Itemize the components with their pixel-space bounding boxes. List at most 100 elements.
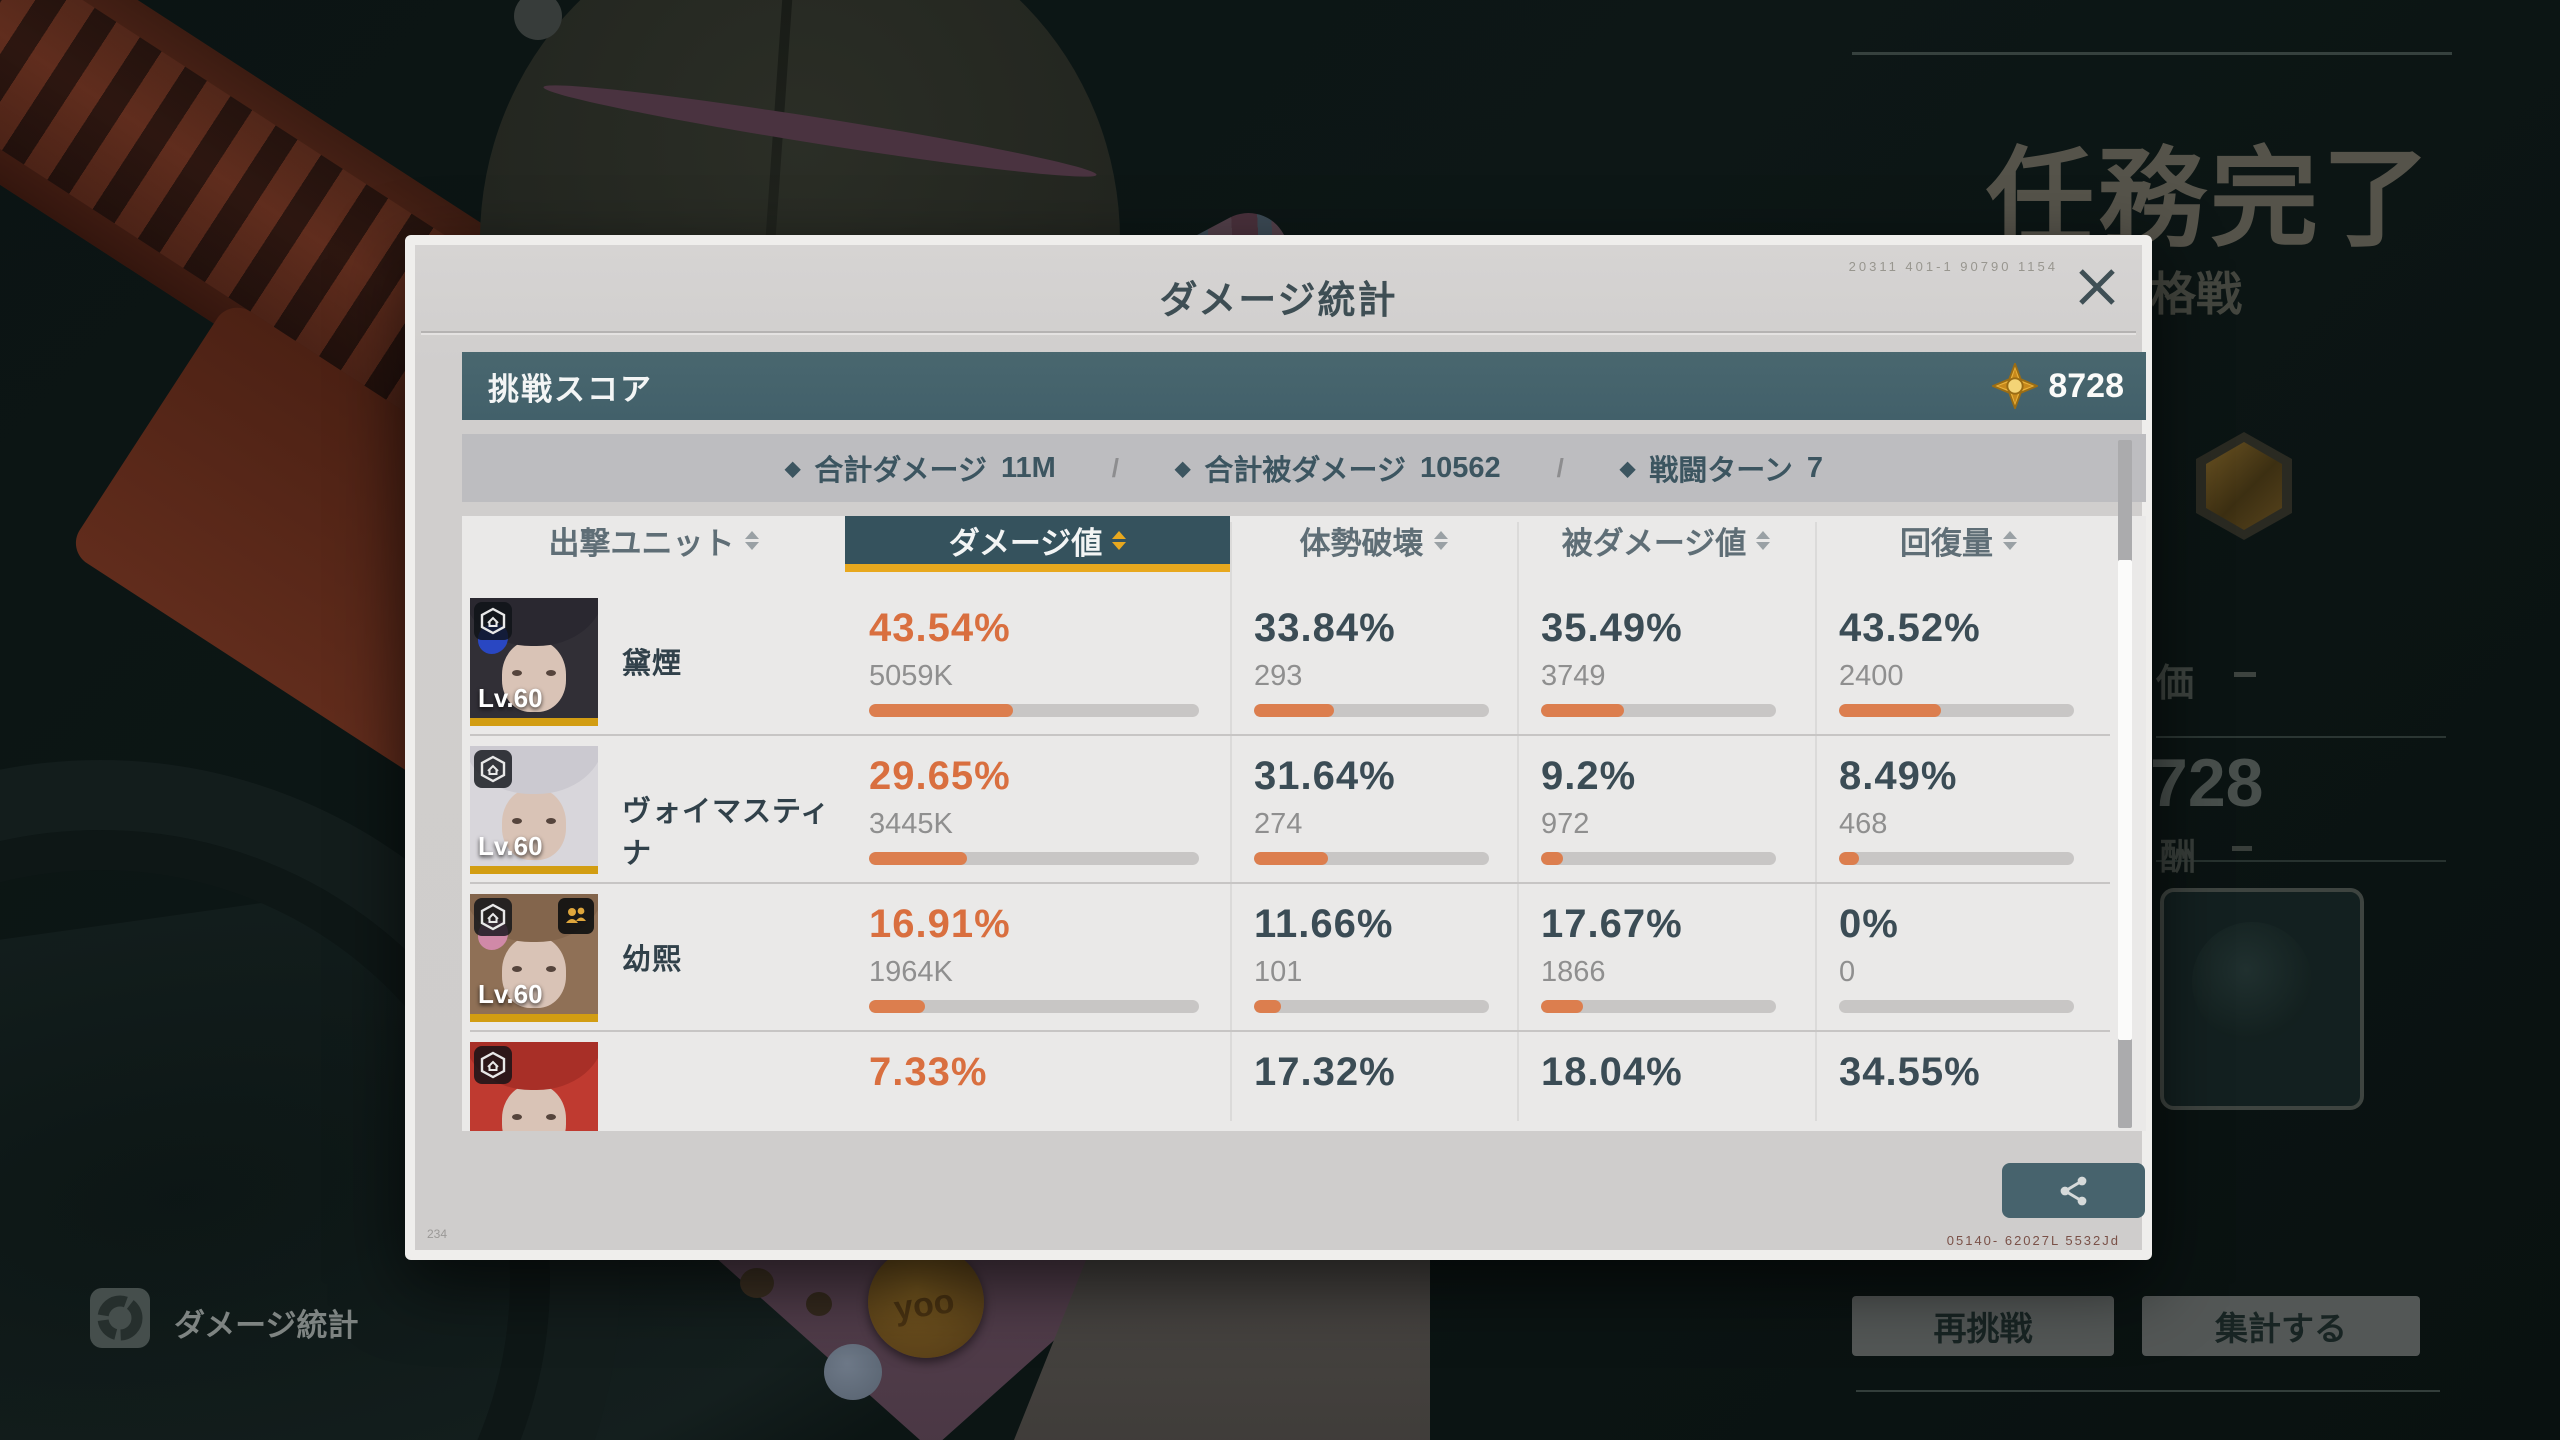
mission-subtitle: 格戦 <box>2150 268 2242 320</box>
stats-table: 出撃ユニット ダメージ値 体勢破壊 被ダメージ値 回復量 <box>462 516 2146 1131</box>
total-damage-stat: ◆ 合計ダメージ 11M <box>785 447 1056 489</box>
sort-icon-active <box>1112 530 1127 550</box>
column-header-label: 出撃ユニット <box>548 525 735 561</box>
healing-value: 2400 <box>1839 660 1904 692</box>
yoo-badge-text: yoo <box>891 1281 957 1329</box>
total-damage-label: 合計ダメージ <box>814 455 987 487</box>
avatar-face <box>502 640 566 712</box>
reward-item-slot <box>2160 888 2364 1110</box>
unit-avatar: Lv.60 <box>470 894 598 1022</box>
column-header-stance-break[interactable]: 体勢破壊 <box>1230 516 1517 564</box>
battle-turns-value: 7 <box>1806 451 1823 484</box>
column-header-label: ダメージ値 <box>948 525 1103 561</box>
column-divider <box>1815 522 1817 1121</box>
damage-percent: 7.33% <box>869 1050 988 1094</box>
support-unit-badge-icon <box>558 898 594 934</box>
share-icon <box>2060 1176 2086 1205</box>
close-icon <box>2079 269 2115 305</box>
healing-percent: 8.49% <box>1839 754 1958 798</box>
share-button[interactable] <box>2002 1163 2145 1218</box>
rating-dash <box>2234 672 2256 677</box>
retry-button[interactable]: 再挑戦 <box>1852 1296 2114 1356</box>
sort-icon <box>744 530 759 550</box>
damage-percent: 16.91% <box>869 902 1011 946</box>
column-header-damage-taken[interactable]: 被ダメージ値 <box>1517 516 1815 564</box>
unit-level: Lv.60 <box>478 979 543 1009</box>
hud-score-partial: 728 <box>2150 745 2264 821</box>
healing-progress-bar <box>1839 1000 2074 1013</box>
love-badge-art <box>824 1344 882 1400</box>
column-divider <box>1230 522 1232 1121</box>
challenge-score-label: 挑戦スコア <box>488 371 653 407</box>
unit-row[interactable]: Lv.60 幼熙 16.91% 1964K 11.66% 101 17.67% … <box>462 884 2146 1032</box>
damage-value: 3445K <box>869 808 953 840</box>
damage-taken-progress-bar <box>1541 852 1776 865</box>
unit-name: 幼熙 <box>622 944 683 976</box>
unit-level: Lv.60 <box>478 831 543 861</box>
column-header-units[interactable]: 出撃ユニット <box>462 516 845 564</box>
jacket-button-art <box>806 1292 832 1316</box>
avatar-face <box>502 1084 566 1131</box>
healing-value: 0 <box>1839 956 1856 988</box>
battle-turns-label: 戦闘ターン <box>1649 455 1793 487</box>
healing-percent: 0% <box>1839 902 1899 946</box>
rank-medal-icon <box>2196 432 2292 540</box>
damage-taken-percent: 9.2% <box>1541 754 1637 798</box>
unit-avatar <box>470 1042 598 1131</box>
table-scrollbar[interactable] <box>2118 440 2132 1128</box>
hud-divider <box>2156 736 2446 738</box>
challenge-score-value: 8728 <box>2048 366 2124 405</box>
avatar-eye <box>546 966 556 972</box>
avatar-face <box>502 788 566 860</box>
stance-break-progress-bar <box>1254 1000 1489 1013</box>
unit-name: 黛煙 <box>622 648 683 680</box>
avatar-eye <box>512 818 522 824</box>
avatar-eye <box>546 1114 556 1120</box>
stance-break-value: 101 <box>1254 956 1303 988</box>
home-unit-badge-icon <box>474 898 512 936</box>
separator: / <box>1111 452 1120 483</box>
tally-button[interactable]: 集計する <box>2142 1296 2420 1356</box>
avatar-eye <box>512 670 522 676</box>
column-header-label: 被ダメージ値 <box>1561 525 1747 561</box>
diamond-icon: ◆ <box>1619 457 1636 480</box>
modal-title: ダメージ統計 <box>1159 280 1398 322</box>
sort-icon <box>1756 530 1771 550</box>
yoo-badge-art: yoo <box>868 1246 984 1358</box>
stance-break-percent: 31.64% <box>1254 754 1396 798</box>
stance-break-percent: 33.84% <box>1254 606 1396 650</box>
scrollbar-thumb[interactable] <box>2118 560 2132 1040</box>
challenge-score-bar: 挑戦スコア 8728 <box>462 352 2146 420</box>
stance-break-progress-bar <box>1254 704 1489 717</box>
damage-taken-progress-bar <box>1541 1000 1776 1013</box>
separator: / <box>1556 452 1564 483</box>
damage-stats-donut-icon[interactable] <box>90 1288 150 1348</box>
home-unit-badge-icon <box>474 750 512 788</box>
total-damage-taken-value: 10562 <box>1419 451 1501 484</box>
row-divider <box>470 882 2110 884</box>
healing-progress-bar <box>1839 852 2074 865</box>
column-divider <box>1517 522 1519 1121</box>
column-header-healing[interactable]: 回復量 <box>1815 516 2102 564</box>
damage-statistics-modal: ダメージ統計 20311 401-1 90790 1154 挑戦スコア 8728 <box>405 235 2152 1260</box>
retry-button-label: 再挑戦 <box>1933 1310 2033 1347</box>
unit-row[interactable]: 7.33% 17.32% 18.04% 34.55% <box>462 1032 2146 1131</box>
avatar-eye <box>512 966 522 972</box>
avatar-face <box>502 936 566 1008</box>
diamond-icon: ◆ <box>1175 457 1191 480</box>
column-header-damage-selected[interactable]: ダメージ値 <box>845 516 1230 564</box>
damage-taken-value: 3749 <box>1541 660 1606 692</box>
damage-taken-percent: 18.04% <box>1541 1050 1683 1094</box>
unit-row[interactable]: Lv.60 ヴォイマスティナ 29.65% 3445K 31.64% 274 9… <box>462 736 2146 884</box>
avatar-gold-bar <box>470 866 598 874</box>
damage-taken-value: 1866 <box>1541 956 1606 988</box>
sort-icon <box>2003 530 2017 550</box>
unit-row[interactable]: Lv.60 黛煙 43.54% 5059K 33.84% 293 35.49% … <box>462 588 2146 736</box>
medal-icon <box>1992 363 2039 409</box>
decorative-serial-text: 20311 401-1 90790 1154 <box>1848 259 2058 274</box>
close-button[interactable] <box>2067 257 2127 317</box>
tally-button-label: 集計する <box>2215 1310 2347 1347</box>
total-damage-taken-stat: ◆ 合計被ダメージ 10562 <box>1175 447 1501 489</box>
stance-break-value: 293 <box>1254 660 1303 692</box>
healing-value: 468 <box>1839 808 1888 840</box>
